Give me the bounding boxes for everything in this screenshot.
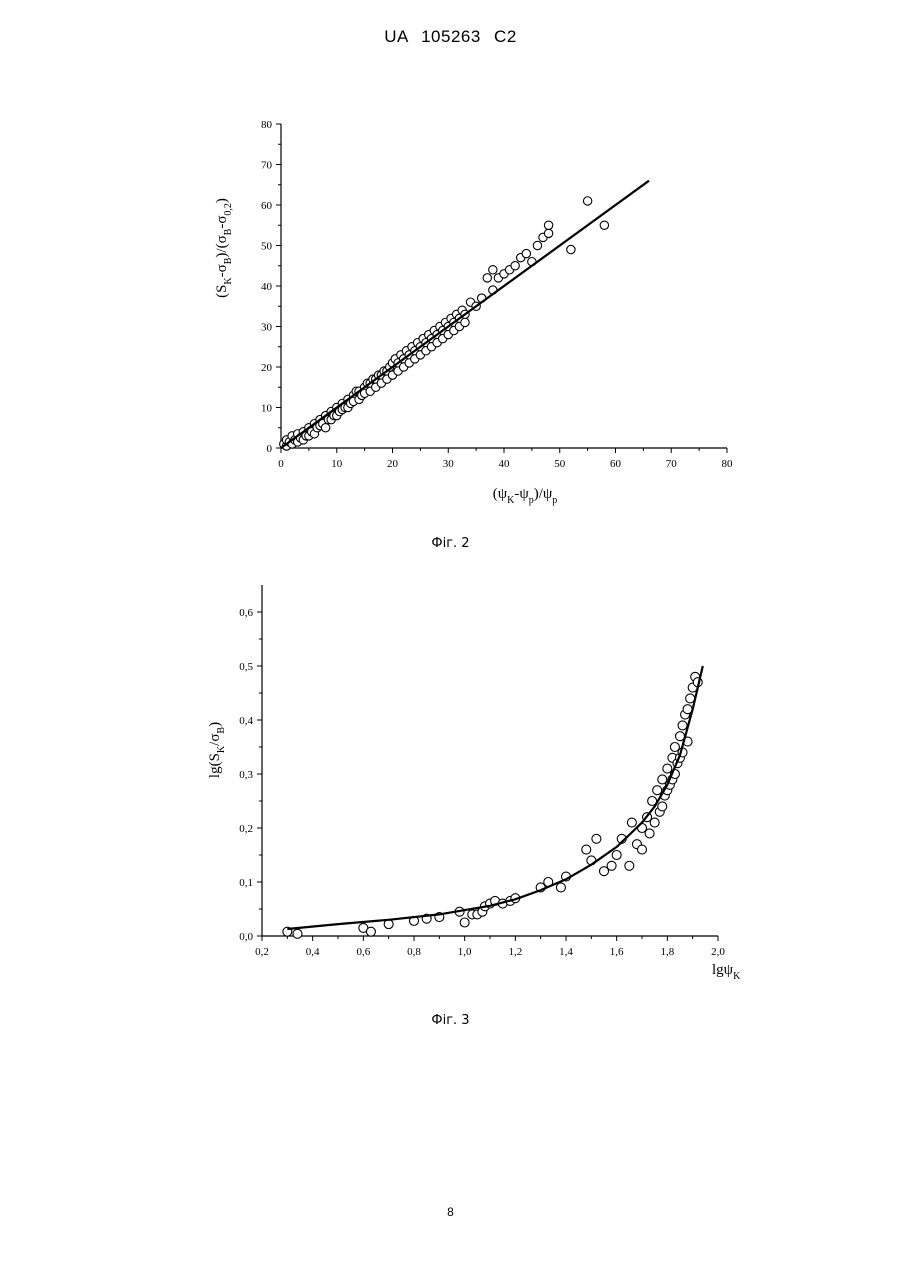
fig3-caption: Фіг. 3 [0,1013,901,1028]
fig3-data-point [366,927,375,936]
chart-fig2: 0 10 20 30 40 50 60 70 80 0 10 20 30 40 50 60 70 80 (ψK-… [0,0,901,560]
fig3-y-axis-title: lg(SK/σB) [207,722,227,778]
fig2-x-tick-label: 40 [499,458,511,470]
fig2-data-point [522,249,530,257]
fig2-data-point [583,197,591,205]
fig3-x-tick-label: 1,2 [508,946,522,958]
fig3-data-point [293,929,302,938]
fig3-y-tick-label: 0,4 [239,715,253,727]
fig2-x-tick-label: 30 [443,458,455,470]
fig2-data-point [483,274,491,282]
fig2-x-tick-label: 60 [610,458,622,470]
fig3-x-ticks: 0,2 0,4 0,6 0,8 1,0 1,2 1,4 1,6 1,8 2,0 [255,936,725,958]
fig3-x-tick-label: 0,8 [407,946,421,958]
fig2-data-point [533,241,541,249]
fig2-y-tick-label: 10 [261,403,273,415]
fig3-axes [262,585,718,936]
fig3-x-tick-label: 0,2 [255,946,269,958]
fig3-data-point [658,802,667,811]
fig3-points [283,672,702,938]
fig3-x-tick-label: 1,4 [559,946,573,958]
fig3-data-point [556,883,565,892]
fig2-data-point [567,245,575,253]
fig3-y-tick-label: 0,0 [239,931,253,943]
fig3-data-point [678,721,687,730]
fig3-x-axis-title: lgψK [712,962,741,982]
fig2-data-point [489,266,497,274]
fig2-x-tick-label: 0 [278,458,284,470]
fig3-x-tick-label: 1,6 [610,946,624,958]
fig3-y-tick-label: 0,6 [239,607,253,619]
fig2-y-tick-label: 40 [261,281,273,293]
fig3-x-tick-label: 0,4 [306,946,320,958]
fig2-data-point [461,318,469,326]
fig3-data-point [650,818,659,827]
fig3-data-point [592,834,601,843]
fig3-y-tick-label: 0,1 [239,877,253,889]
fig2-caption: Фіг. 2 [0,536,901,551]
fig2-data-point [600,221,608,229]
fig3-data-point [607,861,616,870]
fig2-y-tick-label: 0 [267,443,273,455]
fig2-x-tick-label: 50 [554,458,566,470]
fig2-data-point [321,424,329,432]
fig2-fit-line [281,181,649,448]
fig3-data-point [582,845,591,854]
fig3-data-point [686,694,695,703]
fig2-y-tick-label: 70 [261,160,273,172]
fig2-x-tick-label: 70 [666,458,678,470]
fig2-data-point [511,262,519,270]
fig2-x-tick-label: 10 [331,458,343,470]
fig2-data-point [544,221,552,229]
fig3-data-point [625,861,634,870]
fig2-fit-line [281,181,649,448]
fig2-y-tick-label: 80 [261,119,273,131]
fig2-y-ticks: 0 10 20 30 40 50 60 70 80 [261,119,281,455]
fig2-y-axis-title: (SK-σB)/(σB-σ0,2) [214,198,234,298]
page-number: 8 [0,1205,901,1219]
fig2-y-tick-label: 50 [261,241,273,253]
fig3-y-tick-label: 0,3 [239,769,253,781]
fig3-y-tick-label: 0,5 [239,661,253,673]
fig2-x-axis-title: (ψK-ψp)/ψp [493,486,558,506]
fig3-data-point [460,918,469,927]
fig3-x-tick-label: 1,0 [458,946,472,958]
fig2-data-point [544,229,552,237]
fig3-y-tick-label: 0,2 [239,823,253,835]
fig2-y-tick-label: 20 [261,362,273,374]
fig3-data-point [638,845,647,854]
fig3-fit-curve [287,666,703,929]
fig3-data-point [612,851,621,860]
fig3-x-tick-label: 0,6 [356,946,370,958]
fig3-y-ticks: 0,0 0,1 0,2 0,3 0,4 0,5 0,6 [239,607,262,943]
fig3-x-tick-label: 1,8 [660,946,674,958]
fig2-x-tick-label: 20 [387,458,399,470]
fig2-y-tick-label: 60 [261,200,273,212]
fig3-data-point [627,818,636,827]
chart-fig3: 0,2 0,4 0,6 0,8 1,0 1,2 1,4 1,6 1,8 2,0 0,0 0,1 0,2… [0,560,901,1000]
fig2-x-tick-label: 80 [722,458,734,470]
fig3-fit-curve [287,666,703,929]
fig3-x-tick-label: 2,0 [711,946,725,958]
fig3-data-point [645,829,654,838]
fig2-x-ticks: 0 10 20 30 40 50 60 70 80 [278,448,733,470]
fig2-y-tick-label: 30 [261,322,273,334]
